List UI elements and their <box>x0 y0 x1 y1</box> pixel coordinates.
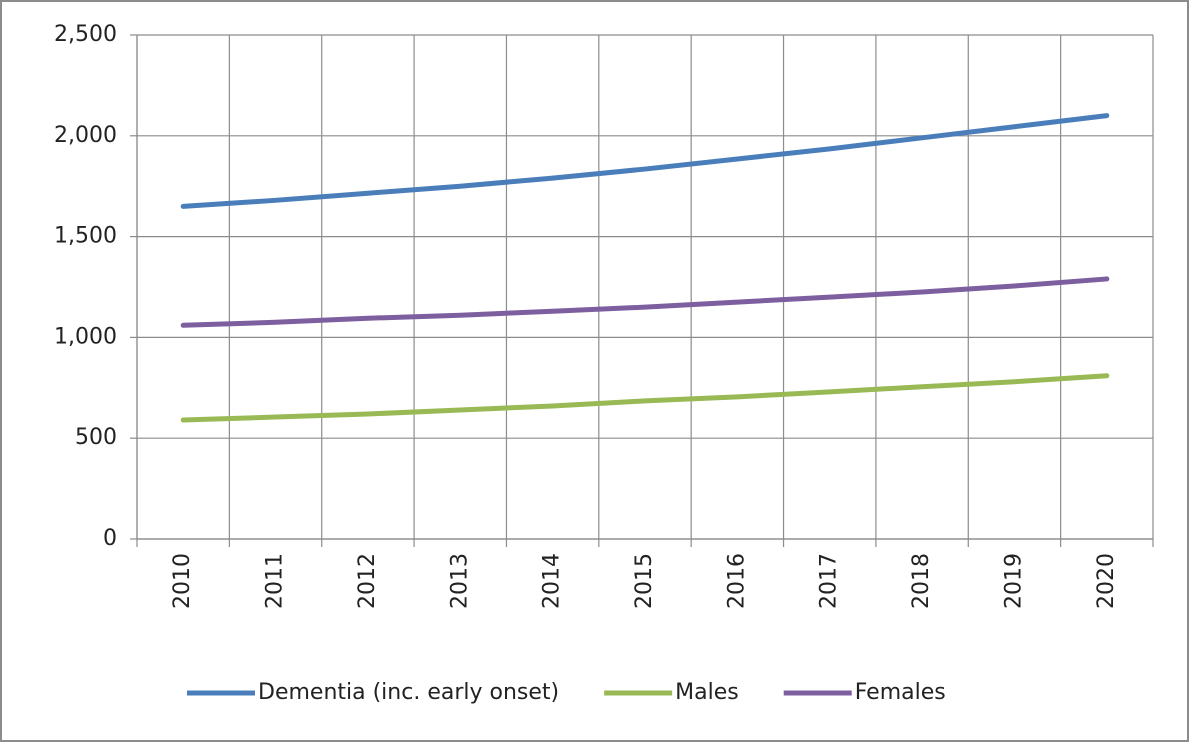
x-tick-label: 2016 <box>724 553 749 609</box>
y-tick-label: 0 <box>103 526 117 551</box>
y-tick-label: 2,500 <box>54 22 117 47</box>
y-tick-label: 1,500 <box>54 224 117 249</box>
x-tick-label: 2012 <box>355 553 380 609</box>
x-tick-label: 2020 <box>1094 553 1119 609</box>
x-tick-label: 2013 <box>447 553 472 609</box>
series-line <box>180 113 1110 209</box>
x-tick-label: 2015 <box>632 553 657 609</box>
x-tick-label: 2011 <box>263 553 288 609</box>
y-tick-label: 2,000 <box>54 123 117 148</box>
x-tick-label: 2019 <box>1001 553 1026 609</box>
y-tick-label: 500 <box>75 425 117 450</box>
y-tick-label: 1,000 <box>54 324 117 349</box>
series-line <box>180 276 1110 328</box>
legend-label: Females <box>855 680 946 705</box>
x-tick-label: 2010 <box>170 553 195 609</box>
legend-label: Dementia (inc. early onset) <box>258 680 559 705</box>
series-line <box>180 373 1110 423</box>
x-tick-label: 2017 <box>817 553 842 609</box>
x-tick-label: 2018 <box>909 553 934 609</box>
legend-label: Males <box>675 680 739 705</box>
x-tick-label: 2014 <box>540 553 565 609</box>
